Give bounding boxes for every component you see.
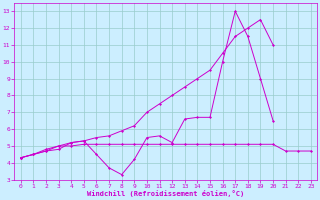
X-axis label: Windchill (Refroidissement éolien,°C): Windchill (Refroidissement éolien,°C) <box>87 190 244 197</box>
